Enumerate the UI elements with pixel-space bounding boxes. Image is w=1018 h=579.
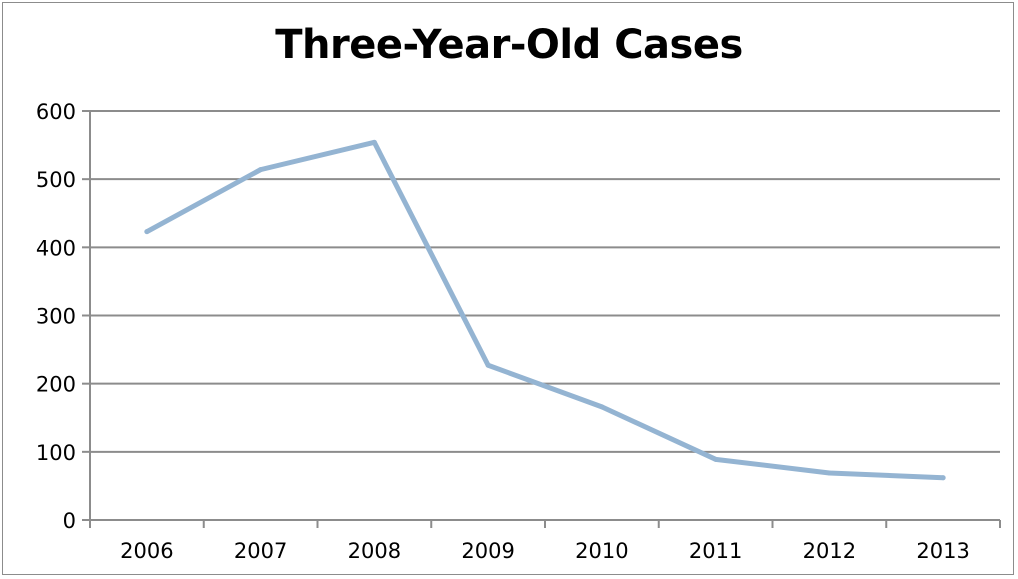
y-tick-label: 0 (63, 509, 76, 533)
y-tick-label: 200 (36, 373, 76, 397)
x-tick-label: 2013 (916, 539, 969, 563)
series-group (144, 139, 946, 481)
x-tick-label: 2012 (803, 539, 856, 563)
data-point-2013 (940, 475, 946, 481)
data-point-2008 (371, 139, 377, 145)
x-tick-labels: 2006 2007 2008 2009 2010 2011 2012 2013 (120, 539, 970, 563)
x-tick-label: 2010 (575, 539, 628, 563)
data-point-2011 (713, 456, 719, 462)
y-tick-label: 600 (36, 100, 76, 124)
data-point-2009 (485, 362, 491, 368)
x-tick-label: 2008 (348, 539, 401, 563)
series-line-0 (144, 139, 946, 481)
data-point-2006 (144, 229, 150, 235)
chart-title: Three-Year-Old Cases (275, 22, 743, 68)
y-tick-label: 500 (36, 168, 76, 192)
data-point-2007 (258, 167, 264, 173)
x-tick-label: 2009 (461, 539, 514, 563)
x-tick-label: 2006 (120, 539, 173, 563)
x-tick-label: 2007 (234, 539, 287, 563)
data-point-2010 (599, 404, 605, 410)
y-tick-labels: 0 100 200 300 400 500 600 (36, 100, 76, 533)
x-tick-label: 2011 (689, 539, 742, 563)
y-tick-label: 100 (36, 441, 76, 465)
y-tick-label: 300 (36, 305, 76, 329)
y-tick-label: 400 (36, 236, 76, 260)
axes (82, 110, 1001, 528)
data-point-2012 (826, 470, 832, 476)
gridlines (90, 110, 1000, 453)
